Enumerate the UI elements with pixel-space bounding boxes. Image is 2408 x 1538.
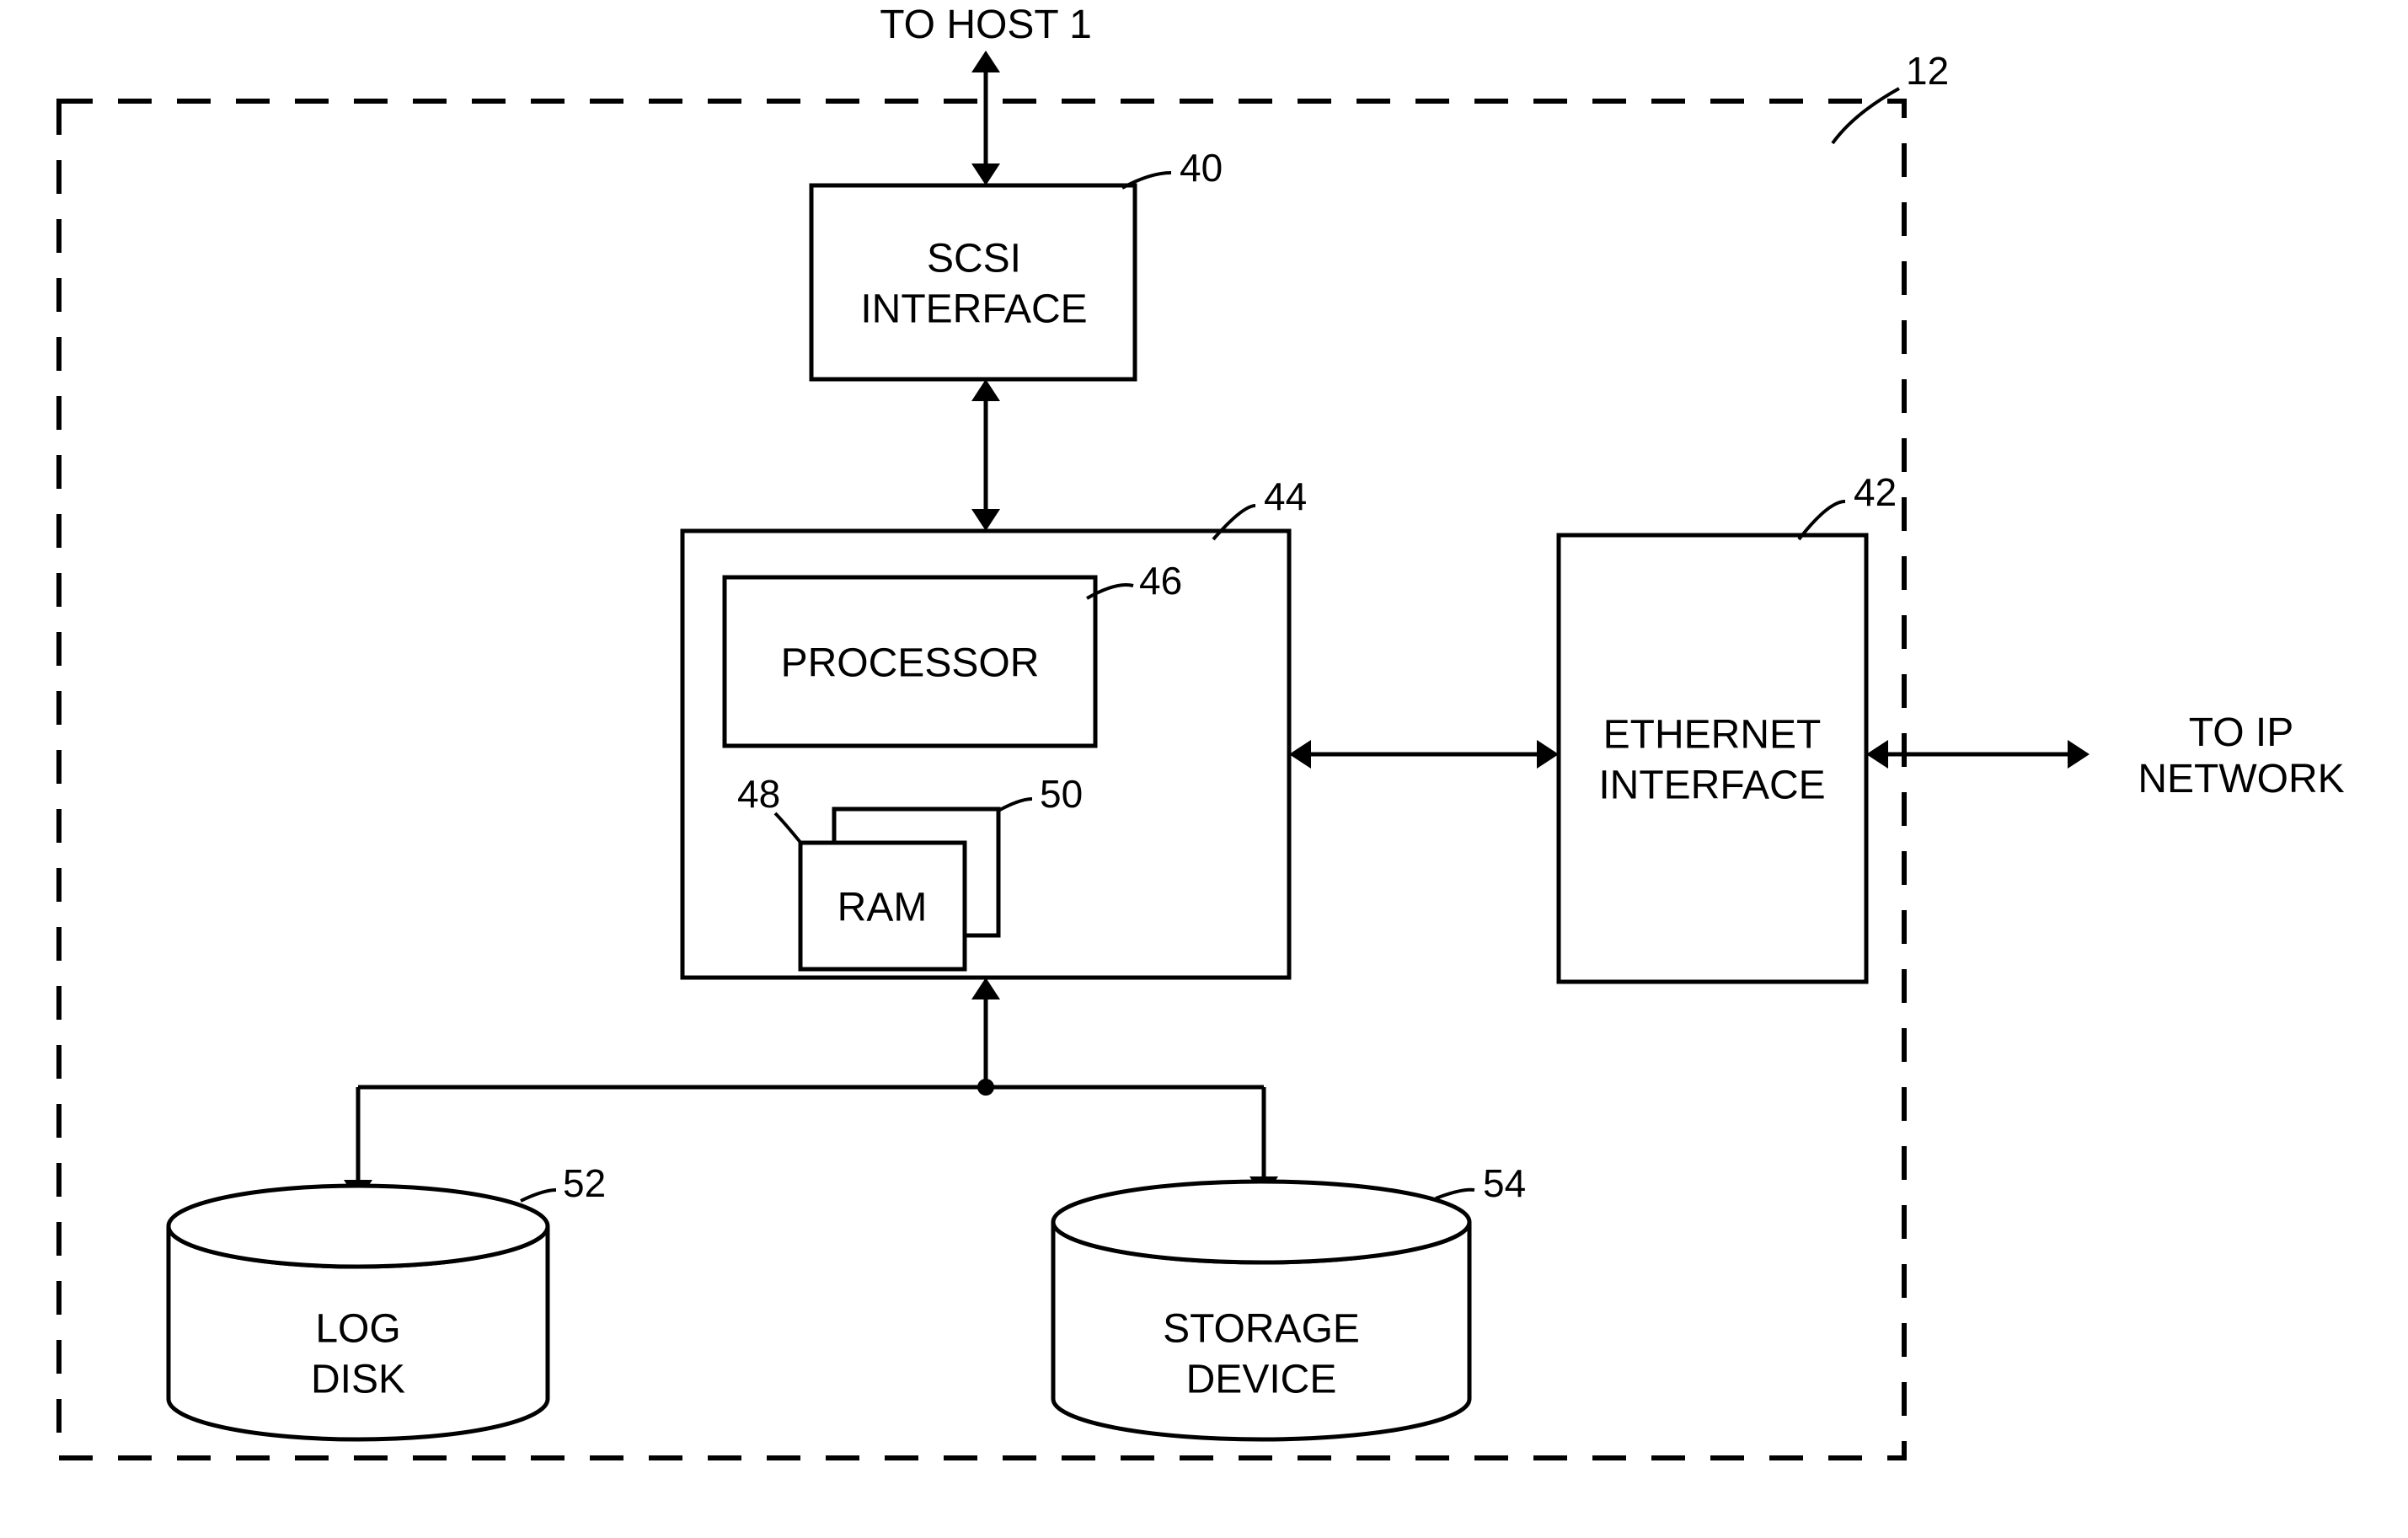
enclosure-leader bbox=[1833, 88, 1899, 143]
ethernet-line1: ETHERNET bbox=[1603, 713, 1822, 758]
storage-device-node: STORAGE DEVICE bbox=[1053, 1182, 1469, 1439]
enclosure-ref: 12 bbox=[1906, 49, 1949, 93]
storage-line1: STORAGE bbox=[1163, 1307, 1360, 1352]
diagram-svg: TO HOST 1 SCSI INTERFACE 40 44 PROCESSOR… bbox=[0, 0, 2408, 1534]
log-disk-line1: LOG bbox=[315, 1307, 400, 1352]
log-disk-leader bbox=[521, 1190, 556, 1201]
ram-ref-right: 50 bbox=[1040, 772, 1083, 816]
scsi-ref: 40 bbox=[1180, 146, 1223, 190]
to-ip-label-line2: NETWORK bbox=[2138, 757, 2344, 801]
log-disk-node: LOG DISK bbox=[169, 1186, 548, 1439]
host-arrow bbox=[971, 51, 1000, 185]
ram-node: RAM bbox=[800, 843, 965, 969]
cpu-junction-arrow bbox=[971, 978, 1000, 1096]
storage-ref: 54 bbox=[1483, 1161, 1526, 1205]
to-host-label: TO HOST 1 bbox=[880, 3, 1092, 47]
scsi-leader bbox=[1122, 173, 1171, 188]
ram-ref-left: 48 bbox=[737, 772, 780, 816]
scsi-line2: INTERFACE bbox=[860, 287, 1087, 332]
log-disk-line2: DISK bbox=[311, 1358, 405, 1402]
ethernet-ref: 42 bbox=[1854, 470, 1897, 514]
diagram-root: TO HOST 1 SCSI INTERFACE 40 44 PROCESSOR… bbox=[0, 0, 2408, 1534]
cpu-ethernet-arrow bbox=[1289, 740, 1559, 769]
ethernet-ip-arrow bbox=[1866, 740, 2090, 769]
ethernet-line2: INTERFACE bbox=[1598, 764, 1825, 808]
ethernet-interface-node: ETHERNET INTERFACE bbox=[1559, 535, 1866, 982]
scsi-line1: SCSI bbox=[927, 237, 1021, 281]
processor-text: PROCESSOR bbox=[781, 641, 1040, 686]
scsi-cpu-arrow bbox=[971, 379, 1000, 531]
cpu-module-ref: 44 bbox=[1264, 474, 1307, 518]
scsi-interface-node: SCSI INTERFACE bbox=[811, 185, 1135, 379]
storage-line2: DEVICE bbox=[1186, 1358, 1337, 1402]
storage-leader bbox=[1436, 1190, 1474, 1198]
ram-text: RAM bbox=[837, 886, 928, 930]
processor-node: PROCESSOR bbox=[725, 577, 1095, 746]
processor-ref: 46 bbox=[1139, 559, 1182, 603]
log-disk-ref: 52 bbox=[563, 1161, 606, 1205]
to-ip-label-line1: TO IP bbox=[2189, 710, 2293, 755]
tee-connector bbox=[344, 1087, 1278, 1202]
